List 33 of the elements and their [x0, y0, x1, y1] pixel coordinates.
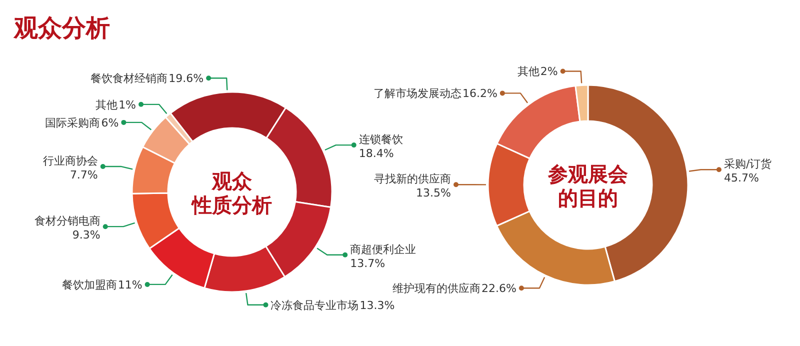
category-label: 了解市场发展动态	[373, 87, 462, 100]
value-label: 9.3%	[72, 228, 100, 242]
value-label: 11%	[118, 278, 142, 292]
text: 性质分析	[190, 193, 272, 217]
category-label: 寻找新的供应商	[374, 172, 451, 186]
value-label: 13.3%	[360, 298, 395, 312]
category-label: 连锁餐饮	[358, 133, 403, 146]
category-label: 维护现有的供应商	[392, 282, 480, 296]
value-label: 19.6%	[168, 72, 204, 86]
category-label: 餐饮加盟商	[62, 278, 117, 292]
category-label: 商超便利企业	[350, 242, 416, 256]
value-label: 16.2%	[462, 87, 498, 100]
value-label: 13.5%	[416, 186, 451, 200]
text: 参观展会	[547, 162, 629, 186]
category-label: 国际采购商	[45, 116, 100, 130]
category-label: 采购/订货	[724, 158, 772, 171]
value-label: 2%	[540, 65, 558, 78]
category-label: 行业商协会	[42, 154, 98, 168]
category-label: 食材分销电商	[34, 214, 100, 228]
text: 的目的	[558, 186, 618, 210]
text: 观众分析	[13, 14, 110, 42]
value-label: 18.4%	[358, 147, 394, 160]
value-label: 6%	[101, 116, 119, 130]
value-label: 1%	[118, 98, 136, 112]
category-label: 其他	[517, 65, 540, 78]
value-label: 7.7%	[70, 168, 98, 182]
text: 观众	[211, 169, 253, 193]
category-label: 餐饮食材经销商	[90, 72, 168, 86]
value-label: 45.7%	[724, 172, 759, 185]
category-label: 其他	[96, 98, 118, 112]
value-label: 22.6%	[482, 282, 516, 296]
value-label: 13.7%	[350, 256, 386, 270]
category-label: 冷冻食品专业市场	[270, 298, 359, 312]
